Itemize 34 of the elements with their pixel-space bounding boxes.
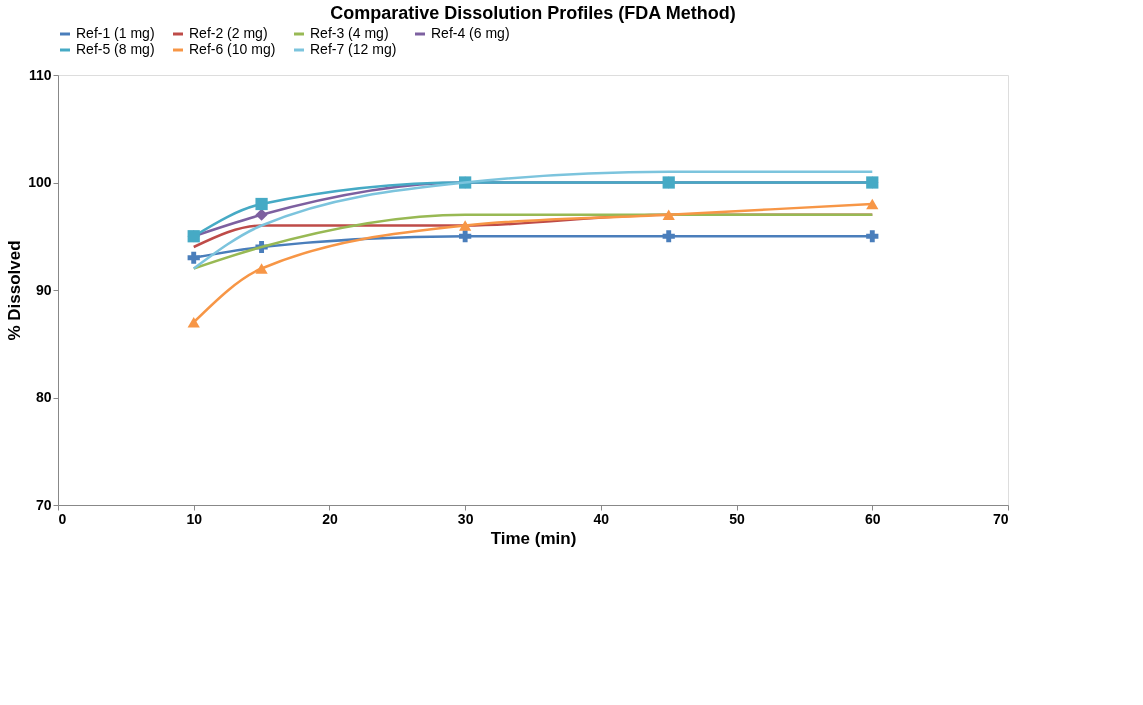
point	[187, 251, 200, 264]
x-tick-label: 60	[865, 510, 881, 527]
y-tick-label: 100	[28, 174, 52, 190]
x-tick-label: 50	[729, 510, 746, 527]
point	[662, 230, 675, 243]
x-axis-title: Time (min)	[490, 528, 577, 548]
point	[662, 209, 675, 221]
point	[255, 263, 268, 274]
y-tick-label: 80	[35, 389, 52, 405]
point	[866, 198, 879, 210]
x-tick-label: 40	[593, 510, 610, 527]
legend-label: Ref-1 (1 mg)	[76, 25, 155, 41]
point	[459, 230, 472, 243]
x-tick-label: 20	[322, 510, 338, 527]
x-tick-label: 70	[992, 510, 1009, 527]
legend-label: Ref-3 (4 mg)	[310, 25, 389, 41]
y-tick-label: 110	[28, 66, 52, 83]
point	[255, 197, 268, 211]
legend-label: Ref-4 (6 mg)	[431, 25, 510, 41]
legend-label: Ref-6 (10 mg)	[189, 41, 276, 57]
legend-label: Ref-5 (8 mg)	[76, 41, 155, 57]
y-axis-title: % Dissolved	[5, 240, 25, 341]
point	[459, 220, 472, 231]
x-tick-label: 10	[186, 510, 203, 527]
x-tick-label: 0	[58, 510, 67, 527]
chart-title: Comparative Dissolution Profiles (FDA Method)	[330, 3, 736, 23]
line-series	[192, 170, 874, 270]
y-tick-label: 90	[35, 281, 52, 298]
x-tick-label: 30	[457, 510, 474, 527]
point	[187, 316, 200, 328]
legend-label: Ref-2 (2 mg)	[189, 25, 268, 41]
y-tick-label: 70	[35, 496, 52, 513]
point	[866, 230, 879, 243]
legend-label: Ref-7 (12 mg)	[310, 41, 397, 57]
